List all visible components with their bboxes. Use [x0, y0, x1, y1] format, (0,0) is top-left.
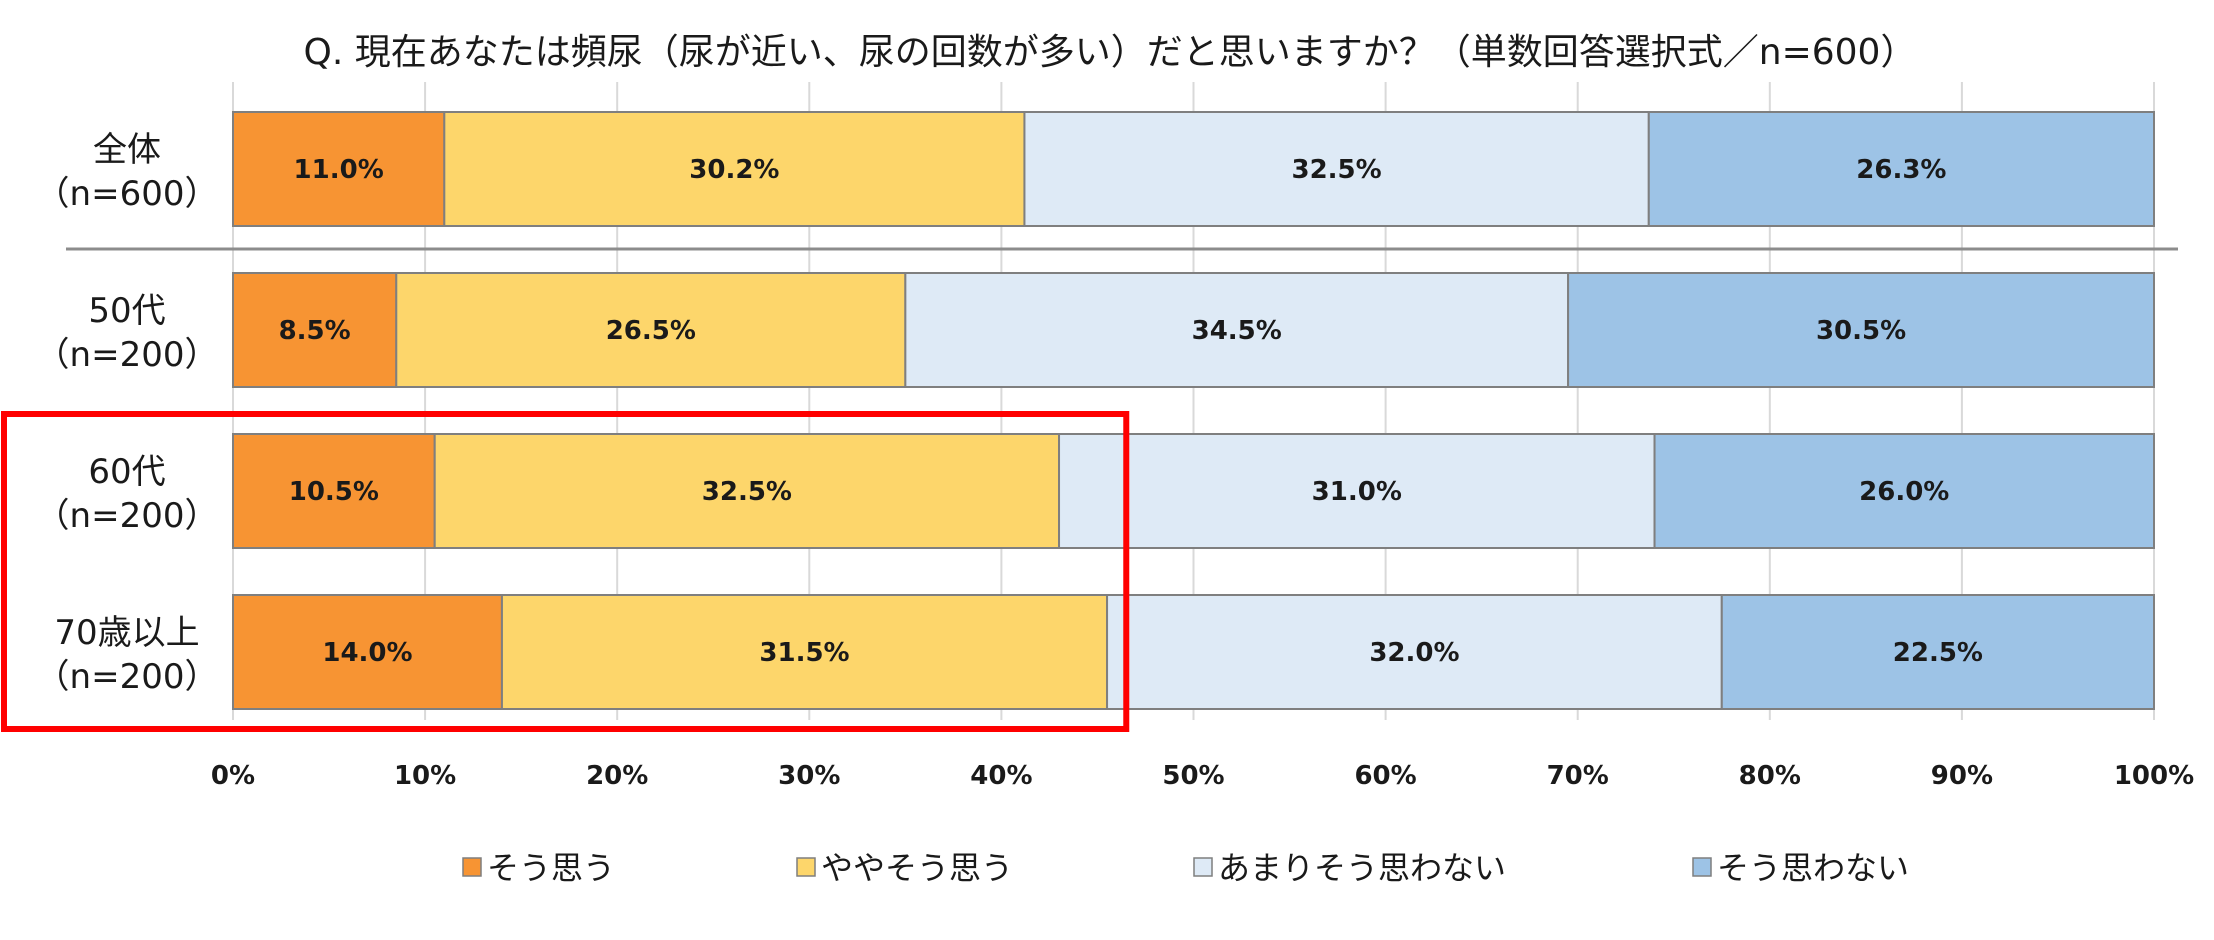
data-label: 32.5% — [1292, 155, 1382, 185]
data-label: 14.0% — [322, 638, 412, 668]
legend-label: そう思わない — [1717, 849, 1909, 887]
bar-segment — [904, 272, 1570, 388]
legend-swatch — [1692, 857, 1712, 877]
bar-segment — [1058, 433, 1656, 549]
x-tick-label: 0% — [211, 761, 255, 791]
category-label: 全体 — [93, 130, 161, 170]
category-label: 50代 — [88, 291, 165, 331]
data-label: 8.5% — [279, 316, 351, 346]
x-tick-label: 90% — [1931, 761, 1993, 791]
bar-segment — [1106, 594, 1723, 710]
legend-swatch — [1193, 857, 1213, 877]
category-sample-size: （n=200） — [36, 335, 219, 375]
category-sample-size: （n=600） — [36, 174, 219, 214]
x-axis-tick-labels: 0% 10% 20% 30% 40% 50% 60% 70% 80% 90% 100% — [211, 761, 2194, 791]
data-label: 11.0% — [294, 155, 384, 185]
x-tick-label: 80% — [1739, 761, 1801, 791]
x-tick-label: 60% — [1354, 761, 1416, 791]
data-label: 32.0% — [1369, 638, 1459, 668]
bar-segment — [1567, 272, 2155, 388]
x-tick-label: 10% — [394, 761, 456, 791]
legend-swatch — [796, 857, 816, 877]
x-tick-label: 40% — [970, 761, 1032, 791]
category-sample-size: （n=200） — [36, 657, 219, 697]
bar-segment — [1023, 111, 1650, 227]
bar-segment — [1647, 111, 2155, 227]
bar-segment — [232, 111, 446, 227]
highlight-box — [1, 411, 1130, 732]
legend-swatch — [462, 857, 482, 877]
bar-segment — [232, 433, 436, 549]
x-tick-label: 30% — [778, 761, 840, 791]
bar-segment — [1720, 594, 2156, 710]
data-label: 26.5% — [606, 316, 696, 346]
bar-segment — [232, 594, 503, 710]
bar-segment — [433, 433, 1061, 549]
data-label: 32.5% — [702, 477, 792, 507]
bar-segment — [500, 594, 1109, 710]
data-label: 34.5% — [1192, 316, 1282, 346]
category-label: 70歳以上 — [54, 613, 199, 653]
data-label: 30.5% — [1816, 316, 1906, 346]
data-label: 31.5% — [759, 638, 849, 668]
legend-label: ややそう思う — [821, 849, 1013, 887]
x-tick-label: 70% — [1547, 761, 1609, 791]
legend: そう思う ややそう思う あまりそう思わない そう思わない — [462, 849, 1909, 887]
legend-label: あまりそう思わない — [1218, 849, 1506, 887]
x-tick-label: 50% — [1162, 761, 1224, 791]
legend-label: そう思う — [487, 849, 615, 887]
bars: 11.0% 30.2% 32.5% 26.3% 8.5% 26.5% 34.5% 30.5% 1… — [232, 111, 2156, 710]
x-tick-label: 100% — [2114, 761, 2194, 791]
category-label: 60代 — [88, 452, 165, 492]
bar-segment — [1653, 433, 2156, 549]
category-sample-size: （n=200） — [36, 496, 219, 536]
x-tick-label: 20% — [586, 761, 648, 791]
bar-segment — [395, 272, 907, 388]
chart-title: Q. 現在あなたは頻尿（尿が近い、尿の回数が多い）だと思いますか？（単数回答選択… — [304, 32, 1917, 73]
data-label: 26.0% — [1859, 477, 1949, 507]
data-label: 10.5% — [289, 477, 379, 507]
data-label: 22.5% — [1893, 638, 1983, 668]
data-label: 26.3% — [1856, 155, 1946, 185]
data-label: 31.0% — [1312, 477, 1402, 507]
data-label: 30.2% — [689, 155, 779, 185]
category-labels: 全体（n=600）50代（n=200）60代（n=200）70歳以上（n=200… — [36, 130, 219, 697]
